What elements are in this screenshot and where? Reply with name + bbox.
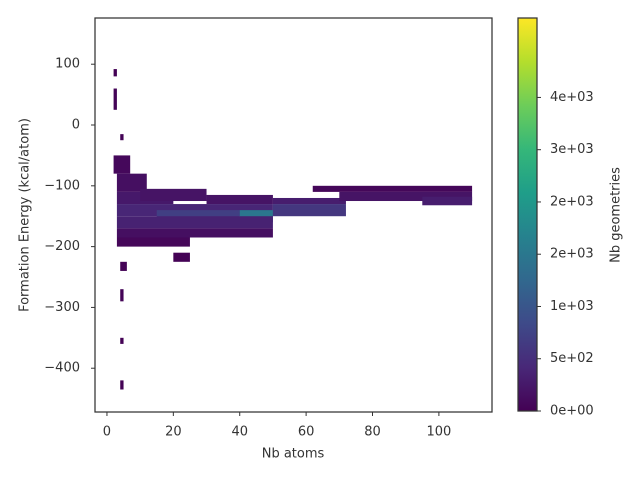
x-tick-label: 40: [231, 425, 248, 440]
y-tick-label: −400: [44, 361, 80, 376]
hist-cell: [173, 252, 190, 262]
colorbar-tick-label: 2e+03: [550, 194, 594, 209]
hist-cell: [116, 228, 273, 238]
x-tick-label: 80: [364, 425, 381, 440]
hist-cell: [116, 216, 273, 229]
x-axis-label: Nb atoms: [262, 447, 325, 462]
x-tick-label: 100: [426, 425, 451, 440]
hist-cell: [206, 194, 273, 205]
y-tick-label: −300: [44, 300, 80, 315]
x-tick-label: 20: [165, 425, 182, 440]
hist-cell: [116, 173, 147, 192]
colorbar-tick-label: 5e+02: [550, 351, 594, 366]
x-tick-label: 0: [103, 425, 111, 440]
hist-cell: [120, 337, 124, 344]
hist-cell: [116, 237, 190, 247]
hist-cell: [113, 88, 117, 110]
y-tick-label: 0: [72, 118, 80, 133]
hist-cell: [120, 261, 127, 271]
hist-cell: [140, 188, 207, 202]
plot-frame: [94, 17, 493, 413]
colorbar-tick-label: 0e+00: [550, 404, 594, 419]
y-tick-label: 100: [55, 57, 80, 72]
colorbar: [517, 17, 538, 412]
colorbar-tick-label: 3e+03: [550, 142, 594, 157]
colorbar-label: Nb geometries: [609, 167, 624, 263]
hist-cell: [113, 69, 117, 77]
colorbar-tick-label: 1e+03: [550, 299, 594, 314]
y-tick-label: −100: [44, 178, 80, 193]
hist-cell: [120, 380, 124, 390]
hist-cell: [272, 197, 346, 205]
hist-cell: [339, 191, 473, 202]
y-axis-label: Formation Energy (kcal/atom): [18, 118, 33, 312]
hist-cell: [272, 204, 346, 217]
hist-cell: [113, 155, 131, 174]
colorbar-tick-label: 4e+03: [550, 90, 594, 105]
hist-cell: [312, 185, 473, 192]
x-tick-label: 60: [298, 425, 315, 440]
hist-cell: [120, 289, 124, 302]
colorbar-tick-label: 2e+03: [550, 247, 594, 262]
hist-cell: [120, 134, 124, 141]
hist-cell: [422, 196, 473, 206]
y-tick-label: −200: [44, 239, 80, 254]
